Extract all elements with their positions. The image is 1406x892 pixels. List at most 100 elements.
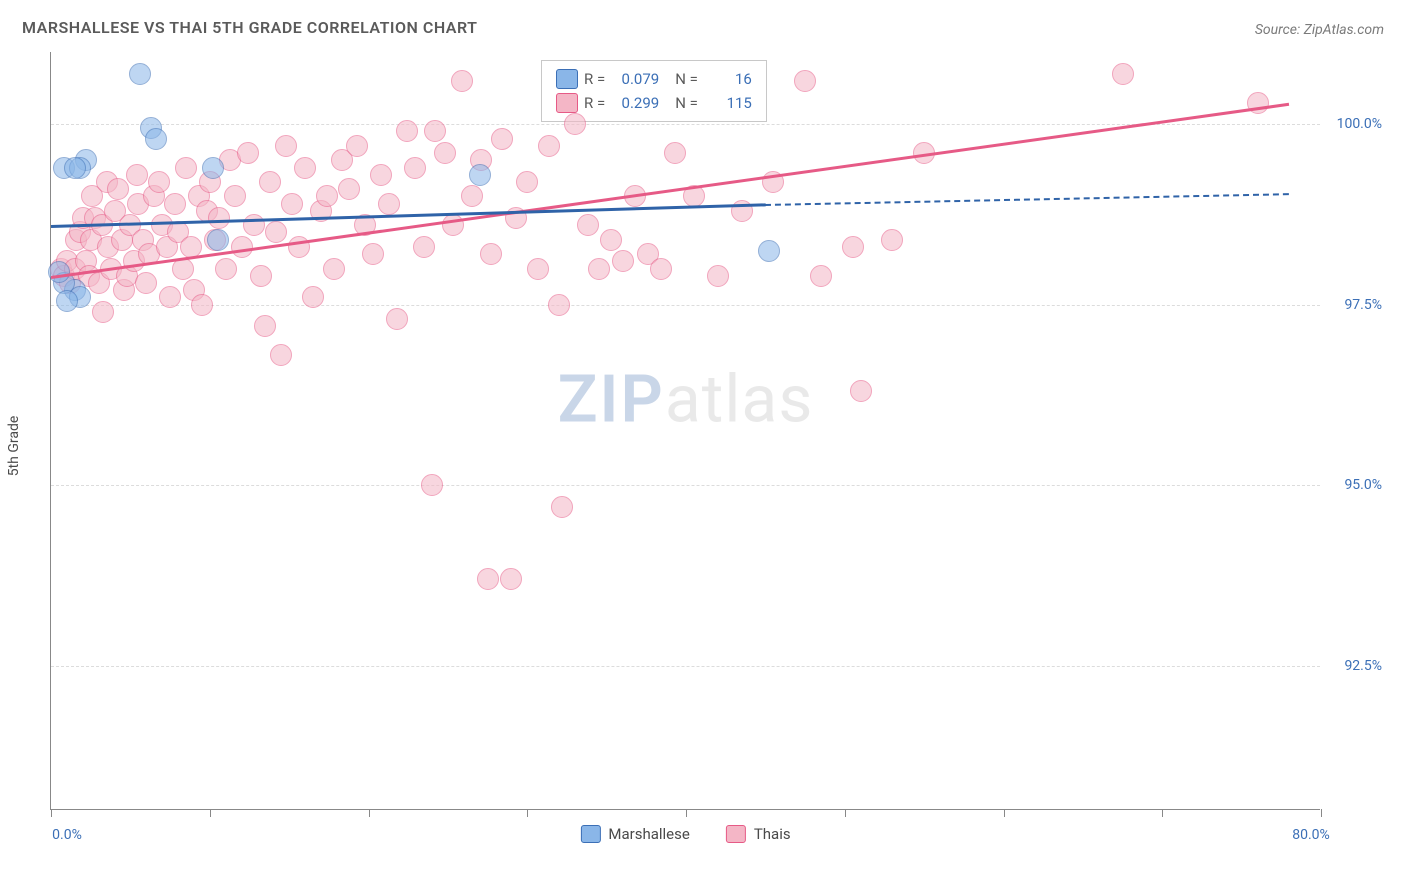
point-thais	[421, 474, 443, 496]
point-thais	[480, 243, 502, 265]
watermark-zip: ZIP	[558, 362, 665, 439]
chart-title: MARSHALLESE VS THAI 5TH GRADE CORRELATIO…	[22, 18, 477, 37]
stats-swatch-marshallese	[556, 69, 578, 89]
point-marshallese	[48, 261, 70, 283]
point-thais	[346, 135, 368, 157]
stats-r-label: R =	[584, 91, 605, 115]
x-tick	[845, 809, 846, 817]
stats-r-value-thais: 0.299	[611, 91, 659, 115]
point-thais	[434, 142, 456, 164]
stats-r-value-marshallese: 0.079	[611, 67, 659, 91]
point-thais	[231, 236, 253, 258]
point-thais	[650, 258, 672, 280]
point-thais	[92, 301, 114, 323]
x-tick	[210, 809, 211, 817]
y-tick-label: 92.5%	[1344, 658, 1382, 674]
point-thais	[159, 286, 181, 308]
stats-n-value-marshallese: 16	[704, 67, 752, 91]
point-thais	[148, 171, 170, 193]
point-thais	[794, 70, 816, 92]
point-marshallese	[207, 229, 229, 251]
stats-n-label: N =	[675, 91, 698, 115]
point-thais	[451, 70, 473, 92]
point-thais	[243, 214, 265, 236]
point-thais	[294, 157, 316, 179]
x-tick	[369, 809, 370, 817]
point-thais	[302, 286, 324, 308]
point-thais	[265, 221, 287, 243]
point-thais	[1112, 63, 1134, 85]
gridline	[51, 485, 1320, 486]
stats-swatch-thais	[556, 93, 578, 113]
point-thais	[612, 250, 634, 272]
point-thais	[275, 135, 297, 157]
legend-swatch-thais	[726, 825, 746, 843]
point-thais	[516, 171, 538, 193]
point-thais	[707, 265, 729, 287]
legend-label-thais: Thais	[754, 825, 791, 843]
point-thais	[881, 229, 903, 251]
point-thais	[316, 185, 338, 207]
x-tick	[1321, 809, 1322, 817]
point-thais	[564, 113, 586, 135]
point-thais	[191, 294, 213, 316]
y-tick-label: 95.0%	[1344, 477, 1382, 493]
x-tick	[1162, 809, 1163, 817]
point-thais	[600, 229, 622, 251]
point-thais	[107, 178, 129, 200]
point-thais	[237, 142, 259, 164]
point-thais	[135, 272, 157, 294]
stats-r-label: R =	[584, 67, 605, 91]
watermark-atlas: atlas	[665, 362, 814, 439]
stats-n-label: N =	[675, 67, 698, 91]
point-marshallese	[758, 240, 780, 262]
point-thais	[259, 171, 281, 193]
point-thais	[254, 315, 276, 337]
legend-swatch-marshallese	[580, 825, 600, 843]
x-tick	[1004, 809, 1005, 817]
stats-row-marshallese: R = 0.079 N = 16	[556, 67, 752, 91]
point-thais	[551, 496, 573, 518]
point-thais	[404, 157, 426, 179]
point-thais	[281, 193, 303, 215]
point-thais	[664, 142, 686, 164]
scatter-plot: ZIPatlas R = 0.079 N = 16 R = 0.299 N = …	[50, 52, 1320, 810]
point-marshallese	[202, 157, 224, 179]
point-thais	[527, 258, 549, 280]
point-thais	[224, 185, 246, 207]
point-thais	[491, 128, 513, 150]
point-thais	[588, 258, 610, 280]
point-thais	[577, 214, 599, 236]
point-marshallese	[145, 128, 167, 150]
point-thais	[175, 157, 197, 179]
source-credit: Source: ZipAtlas.com	[1255, 22, 1384, 38]
x-tick-label: 80.0%	[1292, 827, 1330, 843]
y-tick-label: 100.0%	[1337, 116, 1382, 132]
point-thais	[500, 568, 522, 590]
point-thais	[396, 120, 418, 142]
point-thais	[215, 258, 237, 280]
point-thais	[250, 265, 272, 287]
point-thais	[126, 164, 148, 186]
legend-item-thais[interactable]: Thais	[726, 825, 791, 843]
gridline	[51, 305, 1320, 306]
point-thais	[810, 265, 832, 287]
x-tick	[686, 809, 687, 817]
point-thais	[538, 135, 560, 157]
stats-n-value-thais: 115	[704, 91, 752, 115]
point-thais	[442, 214, 464, 236]
legend-item-marshallese[interactable]: Marshallese	[580, 825, 689, 843]
point-thais	[323, 258, 345, 280]
point-marshallese	[469, 164, 491, 186]
point-thais	[850, 380, 872, 402]
point-thais	[362, 243, 384, 265]
point-thais	[208, 207, 230, 229]
point-thais	[164, 193, 186, 215]
point-thais	[477, 568, 499, 590]
point-marshallese	[64, 157, 86, 179]
point-thais	[370, 164, 392, 186]
legend: Marshallese Thais	[580, 825, 790, 843]
y-tick-label: 97.5%	[1344, 297, 1382, 313]
point-thais	[548, 294, 570, 316]
point-marshallese	[56, 290, 78, 312]
